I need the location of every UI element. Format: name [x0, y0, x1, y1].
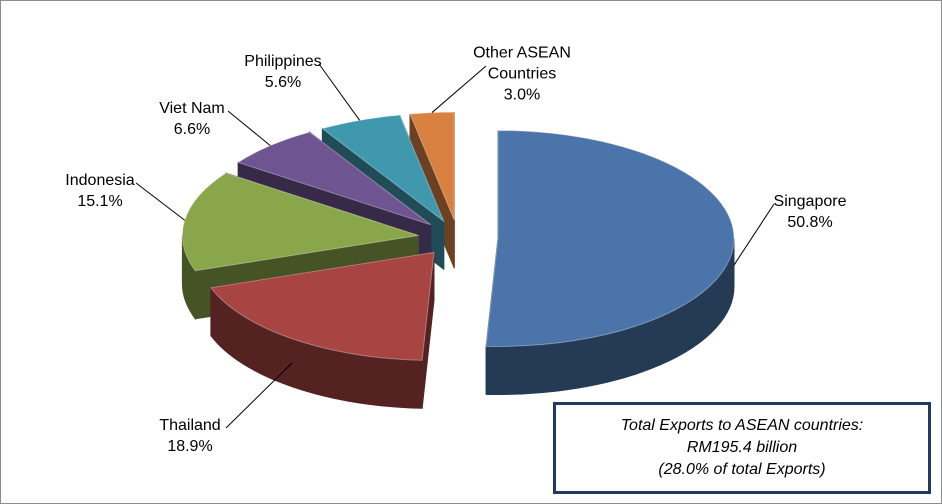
annotation-line: (28.0% of total Exports): [658, 461, 826, 478]
annotation-line: RM195.4 billion: [686, 439, 798, 456]
pie-slice: [210, 251, 435, 361]
value-label: 3.0%: [503, 86, 541, 104]
category-label: Thailand: [159, 417, 221, 434]
slice-label: Philippines 5.6%: [218, 51, 348, 93]
leader-line: [225, 362, 293, 429]
slice-label: Indonesia 15.1%: [35, 170, 165, 212]
category-label: Singapore: [773, 193, 847, 210]
category-label: Other ASEAN Countries: [473, 44, 571, 83]
annotation-line: Total Exports to ASEAN countries:: [620, 417, 864, 434]
value-label: 5.6%: [264, 74, 302, 91]
value-label: 50.8%: [787, 214, 833, 231]
category-label: Philippines: [244, 53, 322, 70]
slice-label: Singapore 50.8%: [745, 191, 875, 233]
pie-slice: [236, 131, 432, 226]
value-label: 15.1%: [77, 193, 123, 210]
value-label: 18.9%: [167, 438, 213, 455]
leader-line: [431, 65, 487, 113]
pie-slice: [485, 129, 735, 347]
annotation-box: Total Exports to ASEAN countries: RM195.…: [553, 402, 931, 494]
value-label: 6.6%: [173, 121, 211, 138]
pie-slice: [321, 114, 445, 223]
category-label: Viet Nam: [159, 100, 225, 117]
category-label: Indonesia: [65, 172, 135, 189]
slice-label: Other ASEAN Countries 3.0%: [457, 43, 587, 106]
leader-line: [318, 63, 361, 121]
leader-line: [135, 182, 186, 221]
leader-line: [733, 203, 775, 266]
slice-label: Viet Nam 6.6%: [127, 98, 257, 140]
leader-line: [227, 110, 271, 146]
slice-label: Thailand 18.9%: [125, 415, 255, 457]
